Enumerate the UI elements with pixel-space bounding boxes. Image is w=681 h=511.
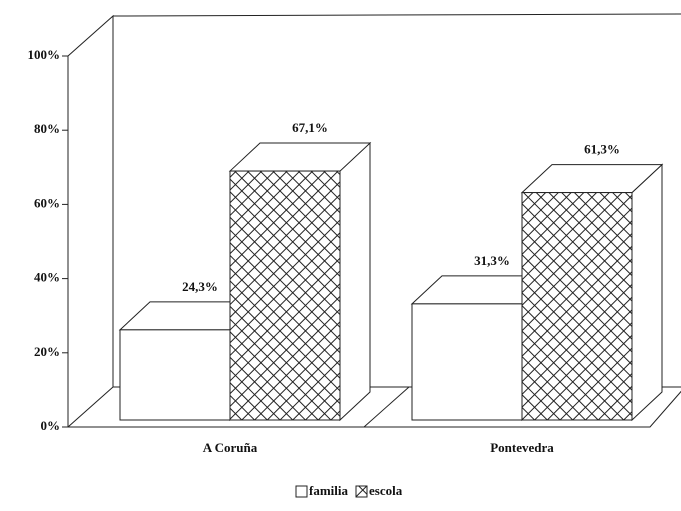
value-label: 67,1%	[292, 120, 328, 135]
back-wall	[67, 14, 114, 427]
legend-label: familia	[309, 483, 348, 498]
bar-side	[631, 163, 663, 422]
y-tick-label: 60%	[34, 195, 60, 210]
y-tick-label: 100%	[28, 47, 61, 62]
legend-label: escola	[369, 483, 403, 498]
y-tick-label: 0%	[41, 418, 61, 433]
floor	[66, 386, 681, 428]
x-tick-label: A Coruña	[203, 440, 258, 455]
bar	[521, 192, 633, 421]
back-top	[112, 13, 681, 17]
legend-swatch	[355, 485, 368, 498]
legend-swatch	[295, 485, 308, 498]
floor-mid	[363, 386, 410, 428]
y-tick-label: 80%	[34, 121, 60, 136]
bar	[119, 329, 231, 421]
bar	[411, 303, 523, 421]
y-tick-label: 20%	[34, 344, 60, 359]
bar	[229, 170, 341, 421]
y-tick-label: 40%	[34, 270, 60, 285]
value-label: 31,3%	[474, 253, 510, 268]
bar-side	[339, 141, 371, 422]
x-tick-label: Pontevedra	[490, 440, 554, 455]
value-label: 24,3%	[182, 279, 218, 294]
value-label: 61,3%	[584, 142, 620, 157]
